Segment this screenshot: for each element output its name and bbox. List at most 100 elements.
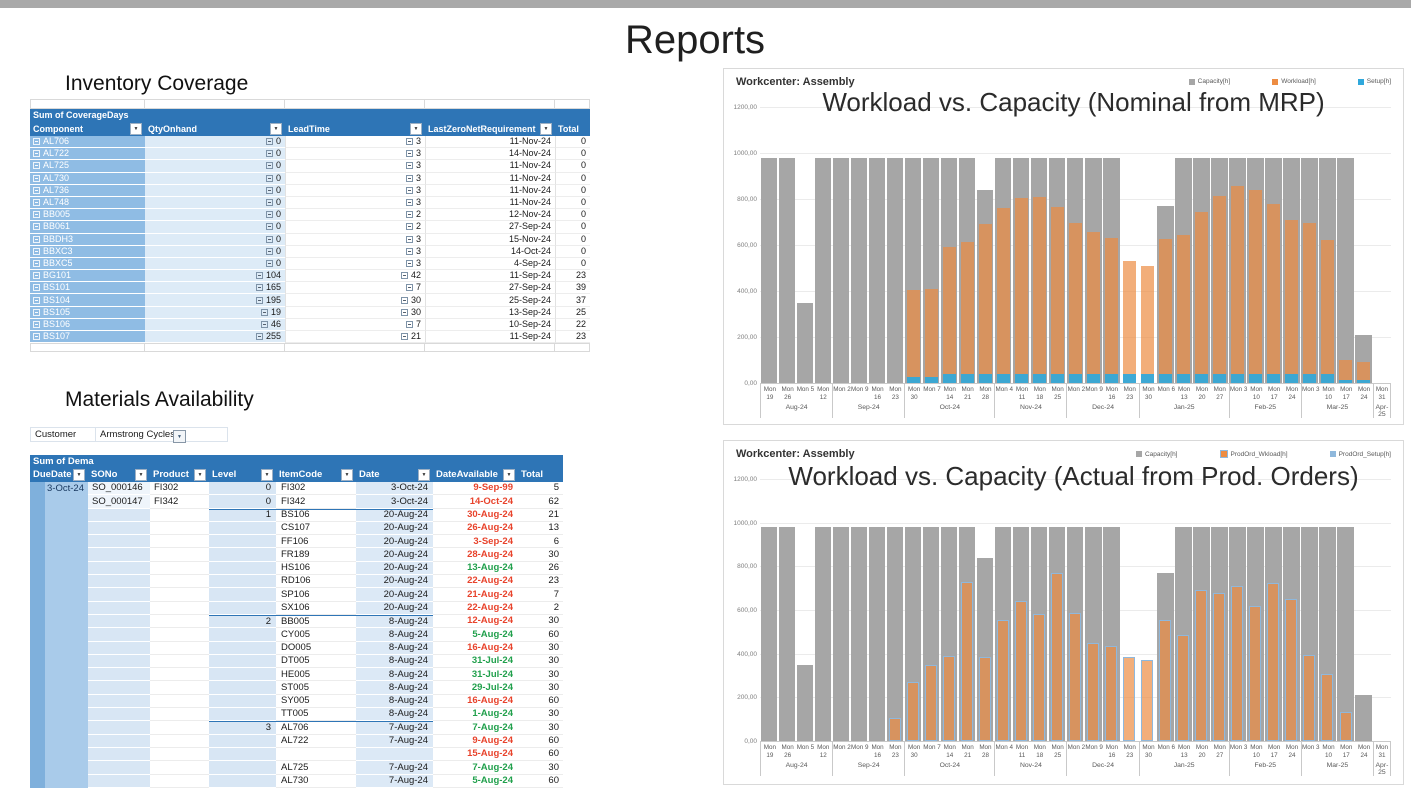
collapse-toggle-icon[interactable] [33, 150, 40, 158]
collapse-toggle-icon[interactable] [265, 235, 273, 243]
collapse-toggle-icon[interactable] [33, 162, 40, 170]
collapse-toggle-icon[interactable] [265, 162, 273, 170]
filter-dropdown-icon[interactable]: ▼ [135, 469, 147, 481]
collapse-toggle-icon[interactable] [255, 296, 263, 304]
filter-dropdown-icon[interactable]: ▼ [503, 469, 515, 481]
collapse-toggle-icon[interactable] [400, 308, 408, 316]
collapse-toggle-icon[interactable] [405, 211, 413, 219]
collapse-toggle-icon[interactable] [33, 235, 40, 243]
collapse-toggle-icon[interactable] [260, 320, 268, 328]
cell-component: AL722 [30, 148, 145, 161]
bar-slot [814, 479, 832, 741]
filter-dropdown-icon[interactable]: ▼ [194, 469, 206, 481]
collapse-toggle-icon[interactable] [33, 186, 40, 194]
collapse-toggle-icon[interactable] [400, 296, 408, 304]
collapse-toggle-icon[interactable] [33, 247, 40, 255]
collapse-toggle-icon[interactable] [405, 162, 413, 170]
component-label: BS107 [43, 331, 71, 342]
column-header: DateAvailable ▼ [433, 468, 518, 482]
filter-dropdown-icon[interactable]: ▼ [341, 469, 353, 481]
bar-setup [1104, 373, 1118, 383]
x-tick-label: Mon 5 [796, 744, 815, 751]
cell-product [150, 721, 209, 735]
bar-slot [958, 479, 976, 741]
collapse-toggle-icon[interactable] [33, 333, 40, 341]
filter-dropdown-icon[interactable]: ▼ [540, 123, 552, 135]
collapse-toggle-icon[interactable] [405, 186, 413, 194]
x-tick-label: Mon 12 [817, 386, 830, 401]
date-value: 7-Aug-24 [388, 761, 428, 773]
collapse-toggle-icon[interactable] [405, 247, 413, 255]
collapse-toggle-icon[interactable] [265, 150, 273, 158]
cell-date: 8-Aug-24 [356, 614, 433, 629]
collapse-toggle-icon[interactable] [265, 211, 273, 219]
legend-item: ProdOrd_Wkload[h] [1219, 450, 1288, 458]
filter-funnel-icon[interactable]: ▼ [173, 430, 186, 443]
collapse-toggle-icon[interactable] [255, 272, 263, 280]
filter-dropdown-icon[interactable]: ▼ [261, 469, 273, 481]
collapse-toggle-icon[interactable] [405, 259, 413, 267]
collapse-toggle-icon[interactable] [405, 320, 413, 328]
bar-slot [1012, 107, 1030, 383]
collapse-toggle-icon[interactable] [33, 174, 40, 182]
collapse-toggle-icon[interactable] [405, 223, 413, 231]
collapse-toggle-icon[interactable] [405, 199, 413, 207]
collapse-toggle-icon[interactable] [255, 284, 263, 292]
collapse-toggle-icon[interactable] [265, 247, 273, 255]
collapse-toggle-icon[interactable] [400, 333, 408, 341]
cell-product: FI302 [150, 482, 209, 496]
collapse-toggle-icon[interactable] [33, 308, 40, 316]
collapse-toggle-icon[interactable] [33, 138, 40, 146]
collapse-toggle-icon[interactable] [265, 223, 273, 231]
last-zero-value: 14-Oct-24 [510, 245, 551, 256]
collapse-toggle-icon[interactable] [265, 138, 273, 146]
chart-plot-area: 1200,00 1000,00 800,00 600,00 400,00 200,00 0,… [734, 104, 1391, 387]
total-value: 30 [548, 615, 559, 627]
cell-so-no: SO_000147 [88, 495, 150, 509]
pivot-row: AL722 0 3 14-Nov-24 0 [30, 148, 590, 161]
collapse-toggle-icon[interactable] [33, 320, 40, 328]
collapse-toggle-icon[interactable] [33, 259, 40, 267]
collapse-toggle-icon[interactable] [255, 333, 263, 341]
collapse-toggle-icon[interactable] [405, 284, 413, 292]
collapse-toggle-icon[interactable] [33, 296, 40, 304]
y-axis-label: 800,00 [737, 196, 757, 203]
x-tick-label: Mon 13 [1178, 386, 1191, 401]
filter-dropdown-icon[interactable]: ▼ [270, 123, 282, 135]
customer-filter-value[interactable]: Armstrong Cycles ▼ [96, 427, 228, 443]
cell-date-available: 7-Aug-24 [433, 761, 518, 775]
pivot-row: AL706 0 3 11-Nov-24 0 [30, 136, 590, 149]
tick-row: Mon 19 Mon 26 Mon 5 Mon 12 [761, 742, 832, 759]
cell-due-date [30, 508, 88, 522]
collapse-toggle-icon[interactable] [405, 150, 413, 158]
filter-dropdown-icon[interactable]: ▼ [418, 469, 430, 481]
collapse-toggle-icon[interactable] [405, 138, 413, 146]
collapse-toggle-icon[interactable] [33, 223, 40, 231]
filter-dropdown-icon[interactable]: ▼ [73, 469, 85, 481]
cell-item-code: BB005 [276, 614, 356, 629]
collapse-toggle-icon[interactable] [33, 199, 40, 207]
filter-dropdown-icon[interactable]: ▼ [130, 123, 142, 135]
collapse-toggle-icon[interactable] [400, 272, 408, 280]
date-available-value: 28-Aug-24 [467, 548, 513, 560]
collapse-toggle-icon[interactable] [260, 308, 268, 316]
collapse-toggle-icon[interactable] [265, 186, 273, 194]
collapse-toggle-icon[interactable] [405, 235, 413, 243]
filter-dropdown-icon[interactable]: ▼ [410, 123, 422, 135]
bar-setup [1248, 373, 1262, 383]
collapse-toggle-icon[interactable] [265, 174, 273, 182]
collapse-toggle-icon[interactable] [33, 272, 40, 280]
collapse-toggle-icon[interactable] [33, 211, 40, 219]
level-value: 3 [265, 722, 271, 734]
cell-date: 7-Aug-24 [356, 774, 433, 788]
chart-workload-nominal: Workcenter: Assembly Capacity[h] Workloa… [723, 68, 1404, 425]
collapse-toggle-icon[interactable] [265, 259, 273, 267]
last-zero-value: 27-Sep-24 [508, 282, 551, 293]
cell-total: 39 [555, 282, 590, 295]
collapse-toggle-icon[interactable] [33, 284, 40, 292]
collapse-toggle-icon[interactable] [405, 174, 413, 182]
materials-heading: Materials Availability [65, 388, 254, 411]
collapse-toggle-icon[interactable] [265, 199, 273, 207]
y-axis-label: 0,00 [744, 380, 757, 387]
cell-total: 5 [518, 482, 563, 496]
